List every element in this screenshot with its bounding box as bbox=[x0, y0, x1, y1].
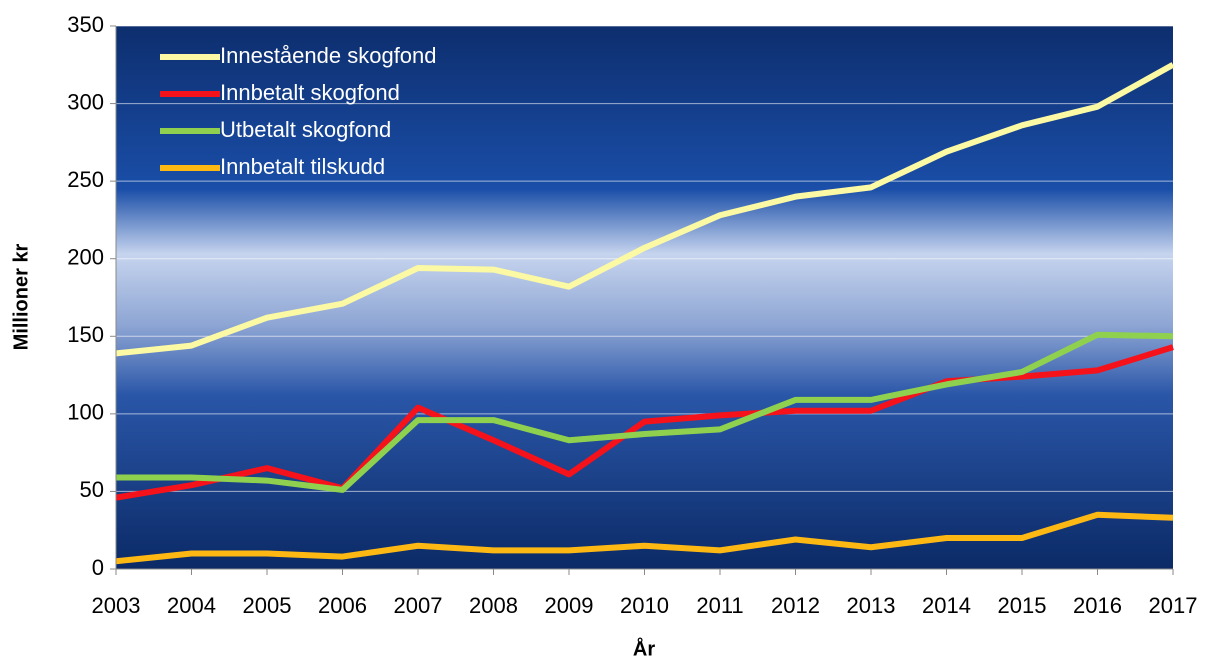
y-tick-label: 300 bbox=[67, 89, 104, 114]
x-tick-label: 2008 bbox=[469, 593, 518, 618]
legend-label: Utbetalt skogfond bbox=[220, 117, 391, 142]
x-tick-label: 2006 bbox=[318, 593, 367, 618]
y-axis-title: Millioner kr bbox=[10, 243, 32, 350]
y-tick-label: 350 bbox=[67, 12, 104, 37]
plot-background bbox=[116, 26, 1173, 569]
x-axis-title: År bbox=[633, 636, 655, 660]
x-tick-label: 2016 bbox=[1073, 593, 1122, 618]
x-tick-label: 2014 bbox=[922, 593, 971, 618]
series-line bbox=[116, 331, 1174, 493]
x-tick-label: 2015 bbox=[998, 593, 1047, 618]
y-tick-label: 50 bbox=[80, 477, 104, 502]
y-tick-label: 0 bbox=[92, 555, 104, 580]
legend-label: Innbetalt tilskudd bbox=[220, 154, 385, 179]
legend-label: Innbetalt skogfond bbox=[220, 80, 400, 105]
y-tick-label: 250 bbox=[67, 167, 104, 192]
x-tick-label: 2009 bbox=[545, 593, 594, 618]
x-tick-label: 2005 bbox=[243, 593, 292, 618]
x-tick-label: 2007 bbox=[394, 593, 443, 618]
x-tick-label: 2011 bbox=[696, 593, 743, 618]
y-tick-label: 150 bbox=[67, 322, 104, 347]
series-line bbox=[115, 62, 1175, 357]
x-tick-label: 2004 bbox=[167, 593, 216, 618]
x-tick-label: 2017 bbox=[1149, 593, 1198, 618]
y-tick-label: 100 bbox=[67, 400, 104, 425]
x-tick-label: 2003 bbox=[92, 593, 141, 618]
y-tick-label: 200 bbox=[67, 245, 104, 270]
legend-label: Innestående skogfond bbox=[220, 43, 437, 68]
x-tick-label: 2012 bbox=[771, 593, 820, 618]
series-line bbox=[115, 511, 1174, 565]
x-tick-label: 2010 bbox=[620, 593, 669, 618]
x-tick-label: 2013 bbox=[847, 593, 896, 618]
